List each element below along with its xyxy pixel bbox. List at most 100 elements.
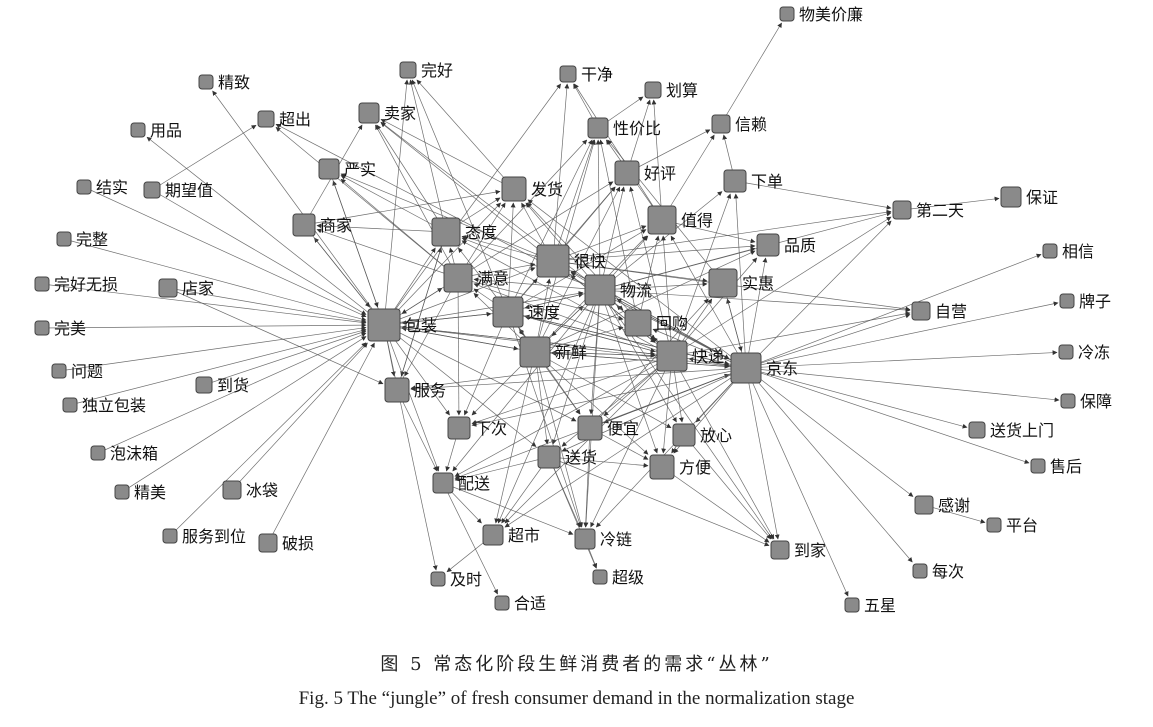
edge-fahuo-to-wanhao	[416, 79, 515, 190]
node-label-fuwudaowei: 服务到位	[182, 527, 246, 546]
edge-shangjia-to-baozhuang	[303, 224, 370, 308]
edge-kuaidi-to-diertian	[671, 216, 892, 357]
node-label-manyi: 满意	[477, 269, 509, 288]
edge-pianyi-to-lenglian	[583, 427, 591, 528]
node-label-shihui: 实惠	[742, 274, 774, 293]
edge-paomoxiang-to-baozhuang	[97, 332, 367, 454]
node-xiangxin: 相信	[1042, 242, 1094, 261]
node-shouhou: 售后	[1030, 457, 1082, 476]
node-wanhaowusun: 完好无损	[34, 275, 118, 294]
edge-jingdong-to-xiangxin	[745, 253, 1042, 369]
node-label-chaochu: 超出	[279, 110, 311, 129]
edge-jingdong-to-meici	[745, 367, 913, 563]
edge-jingdong-to-ganxie	[745, 367, 914, 497]
node-zhide: 值得	[647, 205, 713, 235]
edge-baozhuang-to-jishi	[383, 324, 438, 571]
node-box-chaochu	[257, 110, 275, 128]
node-label-fuwu: 服务	[414, 381, 446, 400]
node-fangxin: 放心	[672, 423, 732, 447]
edge-manyi-to-haoping	[457, 181, 614, 279]
edge-jieshi-to-baozhuang	[83, 186, 367, 318]
node-songhuoshangmen: 送货上门	[968, 421, 1054, 440]
node-baozhuang: 包装	[367, 308, 437, 342]
node-label-wanhaowusun: 完好无损	[54, 275, 118, 294]
edge-baozhuang-to-wuliu	[383, 291, 584, 326]
node-box-paomoxiang	[90, 445, 106, 461]
node-wanhao: 完好	[399, 61, 453, 80]
node-box-kuaidi	[656, 340, 688, 372]
node-box-xinlai	[711, 114, 731, 134]
node-ziying: 自营	[911, 301, 967, 321]
node-label-songhuo: 送货	[565, 448, 597, 467]
edge-qiwangzhi-to-baozhuang	[151, 189, 367, 315]
edge-kuaidi-to-daojia	[671, 355, 775, 540]
edge-xinxian-to-jingdong	[534, 351, 730, 369]
edge-manyi-to-chaochu	[275, 126, 459, 279]
node-box-taidu	[431, 217, 461, 247]
node-wuliu: 物流	[584, 274, 652, 306]
edge-baozhuang-to-jingzhi	[212, 90, 385, 326]
node-box-daohuo	[195, 376, 213, 394]
node-box-songhuo	[537, 445, 561, 469]
edge-baozhuang-to-sudu	[383, 311, 492, 326]
node-box-fangxin	[672, 423, 696, 447]
node-jingdong: 京东	[730, 352, 798, 384]
edge-taidu-to-shangjia	[316, 223, 447, 233]
node-label-lengdong: 冷冻	[1078, 343, 1110, 362]
node-box-xiangxin	[1042, 243, 1058, 259]
edge-bingdai-to-baozhuang	[231, 342, 368, 491]
edge-wuliu-to-lenglian	[583, 289, 601, 528]
edge-songhuo-to-daojia	[548, 456, 770, 547]
edge-kuaidi-to-taidu	[461, 240, 673, 357]
node-ganjing: 干净	[559, 65, 613, 84]
edge-jingdong-to-chaoshi	[504, 367, 747, 528]
node-box-meici	[912, 563, 928, 579]
node-box-wanhao	[399, 61, 417, 79]
edge-jingdong-to-ziying	[745, 313, 911, 369]
edge-wuliu-to-fangxin	[599, 289, 677, 423]
node-box-duli	[62, 397, 78, 413]
edge-wuliu-to-songhuo	[551, 289, 601, 445]
node-label-ziying: 自营	[935, 302, 967, 321]
edge-sudu-to-wanhao	[411, 79, 509, 313]
edge-manyi-to-fuwu	[404, 277, 459, 377]
edge-manyi-to-xingjiabi	[457, 139, 588, 279]
node-duli: 独立包装	[62, 396, 146, 415]
edge-yanshi-to-baozhuang	[328, 168, 379, 308]
edge-henkuai-to-pinzhi	[552, 243, 756, 262]
edge-peisong-to-heshi	[442, 482, 498, 595]
node-label-lenglian: 冷链	[600, 530, 632, 549]
node-box-chaoshi	[482, 524, 504, 546]
node-kuaidi: 快递	[656, 340, 724, 372]
node-box-shangjia	[292, 213, 316, 237]
node-daohuo: 到货	[195, 376, 249, 395]
edge-jingdong-to-fahuo	[527, 199, 747, 369]
node-box-wenti	[51, 363, 67, 379]
node-chaochu: 超出	[257, 110, 311, 129]
node-wanzheng: 完整	[56, 230, 108, 249]
node-peisong: 配送	[432, 472, 490, 494]
node-label-xiadan: 下单	[751, 172, 783, 191]
node-huasuan: 划算	[644, 81, 698, 100]
edge-duli-to-baozhuang	[69, 328, 367, 406]
node-posun: 破损	[258, 533, 314, 553]
edge-jingdong-to-diertian	[745, 220, 892, 369]
edge-manyi-to-maijia	[375, 124, 459, 279]
node-taidu: 态度	[431, 217, 497, 247]
node-box-shihui	[708, 268, 738, 298]
edge-xinxian-to-kuaidi	[534, 351, 656, 358]
node-xingjiabi: 性价比	[587, 117, 661, 139]
edge-dianjia-to-baozhuang	[167, 287, 367, 324]
edge-henkuai-to-yanshi	[340, 173, 554, 262]
node-label-jingmei: 精美	[134, 483, 166, 502]
node-label-daohuo: 到货	[217, 376, 249, 395]
node-label-heshi: 合适	[514, 594, 546, 613]
node-label-taidu: 态度	[465, 223, 497, 242]
node-label-shangjia: 商家	[320, 216, 352, 235]
node-box-posun	[258, 533, 278, 553]
edge-zhide-to-ganjing	[574, 83, 663, 221]
edge-xinxian-to-fangxin	[534, 351, 672, 429]
node-label-wanmei: 完美	[54, 319, 86, 338]
node-paizi: 牌子	[1059, 292, 1111, 311]
